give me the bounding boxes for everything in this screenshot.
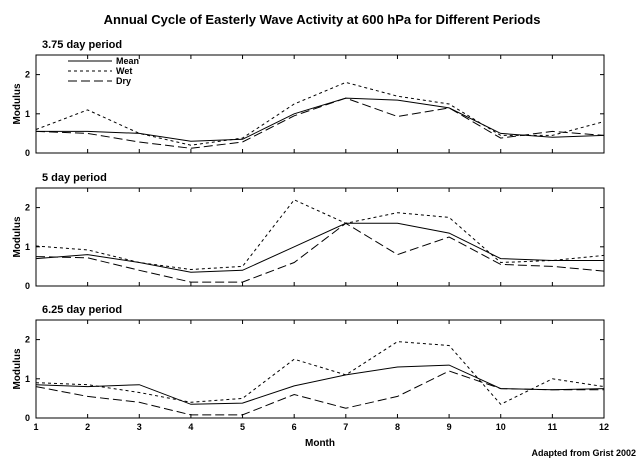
- y-tick-label: 2: [25, 203, 30, 213]
- legend-entry-wet: Wet: [116, 66, 132, 76]
- series-line-mean: [35, 222, 604, 273]
- x-tick-label: 7: [343, 422, 348, 432]
- y-tick-label: 2: [25, 335, 30, 345]
- plot-frame: [35, 187, 605, 287]
- series-line-dry: [35, 97, 605, 149]
- y-tick-label: 0: [25, 148, 30, 158]
- x-axis-label: Month: [305, 438, 335, 449]
- y-tick-label: 0: [25, 413, 30, 423]
- x-tick-label: 5: [240, 422, 245, 432]
- series-line-mean: [35, 364, 605, 405]
- x-tick-label: 4: [188, 422, 193, 432]
- x-tick-label: 6: [292, 422, 297, 432]
- panel-title: 6.25 day period: [42, 304, 122, 316]
- x-tick-label: 3: [137, 422, 142, 432]
- y-tick-label: 1: [25, 374, 30, 384]
- panel-title: 3.75 day period: [42, 39, 122, 51]
- x-tick-label: 12: [599, 422, 609, 432]
- x-tick-label: 2: [85, 422, 90, 432]
- series-line-wet: [35, 341, 605, 405]
- panel-title: 5 day period: [42, 172, 107, 184]
- x-tick-label: 9: [447, 422, 452, 432]
- plot-frame: [35, 319, 605, 419]
- series-line-wet: [35, 199, 605, 271]
- chart-title: Annual Cycle of Easterly Wave Activity a…: [104, 12, 541, 27]
- y-tick-label: 1: [25, 242, 30, 252]
- series-line-dry: [35, 370, 604, 416]
- legend-entry-mean: Mean: [116, 56, 139, 66]
- x-tick-label: 8: [395, 422, 400, 432]
- legend-entry-dry: Dry: [116, 76, 131, 86]
- x-tick-label: 10: [496, 422, 506, 432]
- series-line-wet: [35, 81, 605, 146]
- y-axis-label: Modulus: [12, 348, 23, 390]
- credit-text: Adapted from Grist 2002: [531, 448, 636, 458]
- y-tick-label: 2: [25, 70, 30, 80]
- plot-frame: [35, 54, 605, 154]
- x-tick-label: 1: [33, 422, 38, 432]
- y-axis-label: Modulus: [12, 216, 23, 258]
- y-tick-label: 0: [25, 281, 30, 291]
- y-tick-label: 1: [25, 109, 30, 119]
- y-axis-label: Modulus: [12, 83, 23, 125]
- series-line-mean: [36, 97, 605, 142]
- series-line-dry: [35, 222, 605, 283]
- x-tick-label: 11: [548, 422, 558, 432]
